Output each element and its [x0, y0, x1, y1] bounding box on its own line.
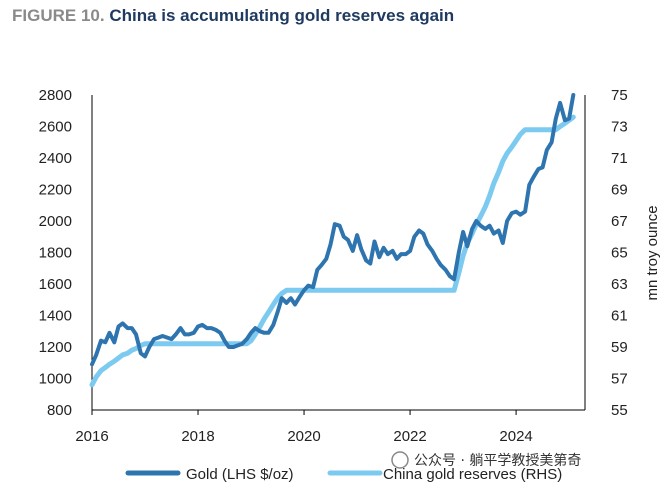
- right-tick-label: 69: [611, 182, 628, 199]
- left-axis-ticks: 800 1000 1200 1400 1600 1800 2000 2200 2400 2600 2…: [39, 87, 72, 419]
- x-tick-label: 2020: [287, 428, 320, 445]
- left-tick-label: 2600: [39, 119, 72, 136]
- right-tick-label: 71: [611, 150, 628, 167]
- right-axis-label: mn troy ounce: [644, 205, 661, 300]
- axes: [91, 95, 586, 411]
- china-reserves-line: [89, 114, 576, 388]
- left-tick-label: 2200: [39, 182, 72, 199]
- figure-label: FIGURE 10.: [12, 6, 105, 25]
- right-tick-label: 63: [611, 276, 628, 293]
- left-tick-label: 1600: [39, 276, 72, 293]
- left-tick-label: 2800: [39, 87, 72, 104]
- right-tick-label: 61: [611, 308, 628, 325]
- left-tick-label: 1800: [39, 245, 72, 262]
- x-tick-label: 2024: [499, 428, 532, 445]
- gold-price-line: [90, 93, 576, 367]
- right-tick-label: 67: [611, 213, 628, 230]
- wechat-icon: [391, 451, 409, 469]
- watermark: 公众号 · 躺平学教授美第奇: [391, 451, 581, 469]
- left-tick-label: 800: [47, 402, 72, 419]
- right-tick-label: 73: [611, 119, 628, 136]
- left-tick-label: 1200: [39, 339, 72, 356]
- chart-title: FIGURE 10. China is accumulating gold re…: [12, 6, 454, 26]
- title-text: China is accumulating gold reserves agai…: [109, 6, 455, 25]
- x-axis-ticks: 2016 2018 2020 2022 2024: [75, 410, 533, 445]
- right-axis-ticks: 55 57 59 61 63 65 67 69 71 73 75: [611, 87, 628, 419]
- legend-label-reserves: China gold reserves (RHS): [383, 466, 562, 483]
- right-tick-label: 55: [611, 402, 628, 419]
- right-tick-label: 75: [611, 87, 628, 104]
- left-tick-label: 1000: [39, 371, 72, 388]
- x-tick-label: 2018: [181, 428, 214, 445]
- legend: Gold (LHS $/oz) China gold reserves (RHS…: [125, 466, 562, 483]
- legend-label-gold: Gold (LHS $/oz): [186, 466, 294, 483]
- right-tick-label: 57: [611, 371, 628, 388]
- watermark-text: 公众号 · 躺平学教授美第奇: [414, 452, 581, 469]
- right-tick-label: 65: [611, 245, 628, 262]
- x-tick-label: 2022: [393, 428, 426, 445]
- left-tick-label: 2400: [39, 150, 72, 167]
- left-tick-label: 1400: [39, 308, 72, 325]
- left-tick-label: 2000: [39, 213, 72, 230]
- x-tick-label: 2016: [75, 428, 108, 445]
- series-lines: [89, 93, 576, 388]
- right-tick-label: 59: [611, 339, 628, 356]
